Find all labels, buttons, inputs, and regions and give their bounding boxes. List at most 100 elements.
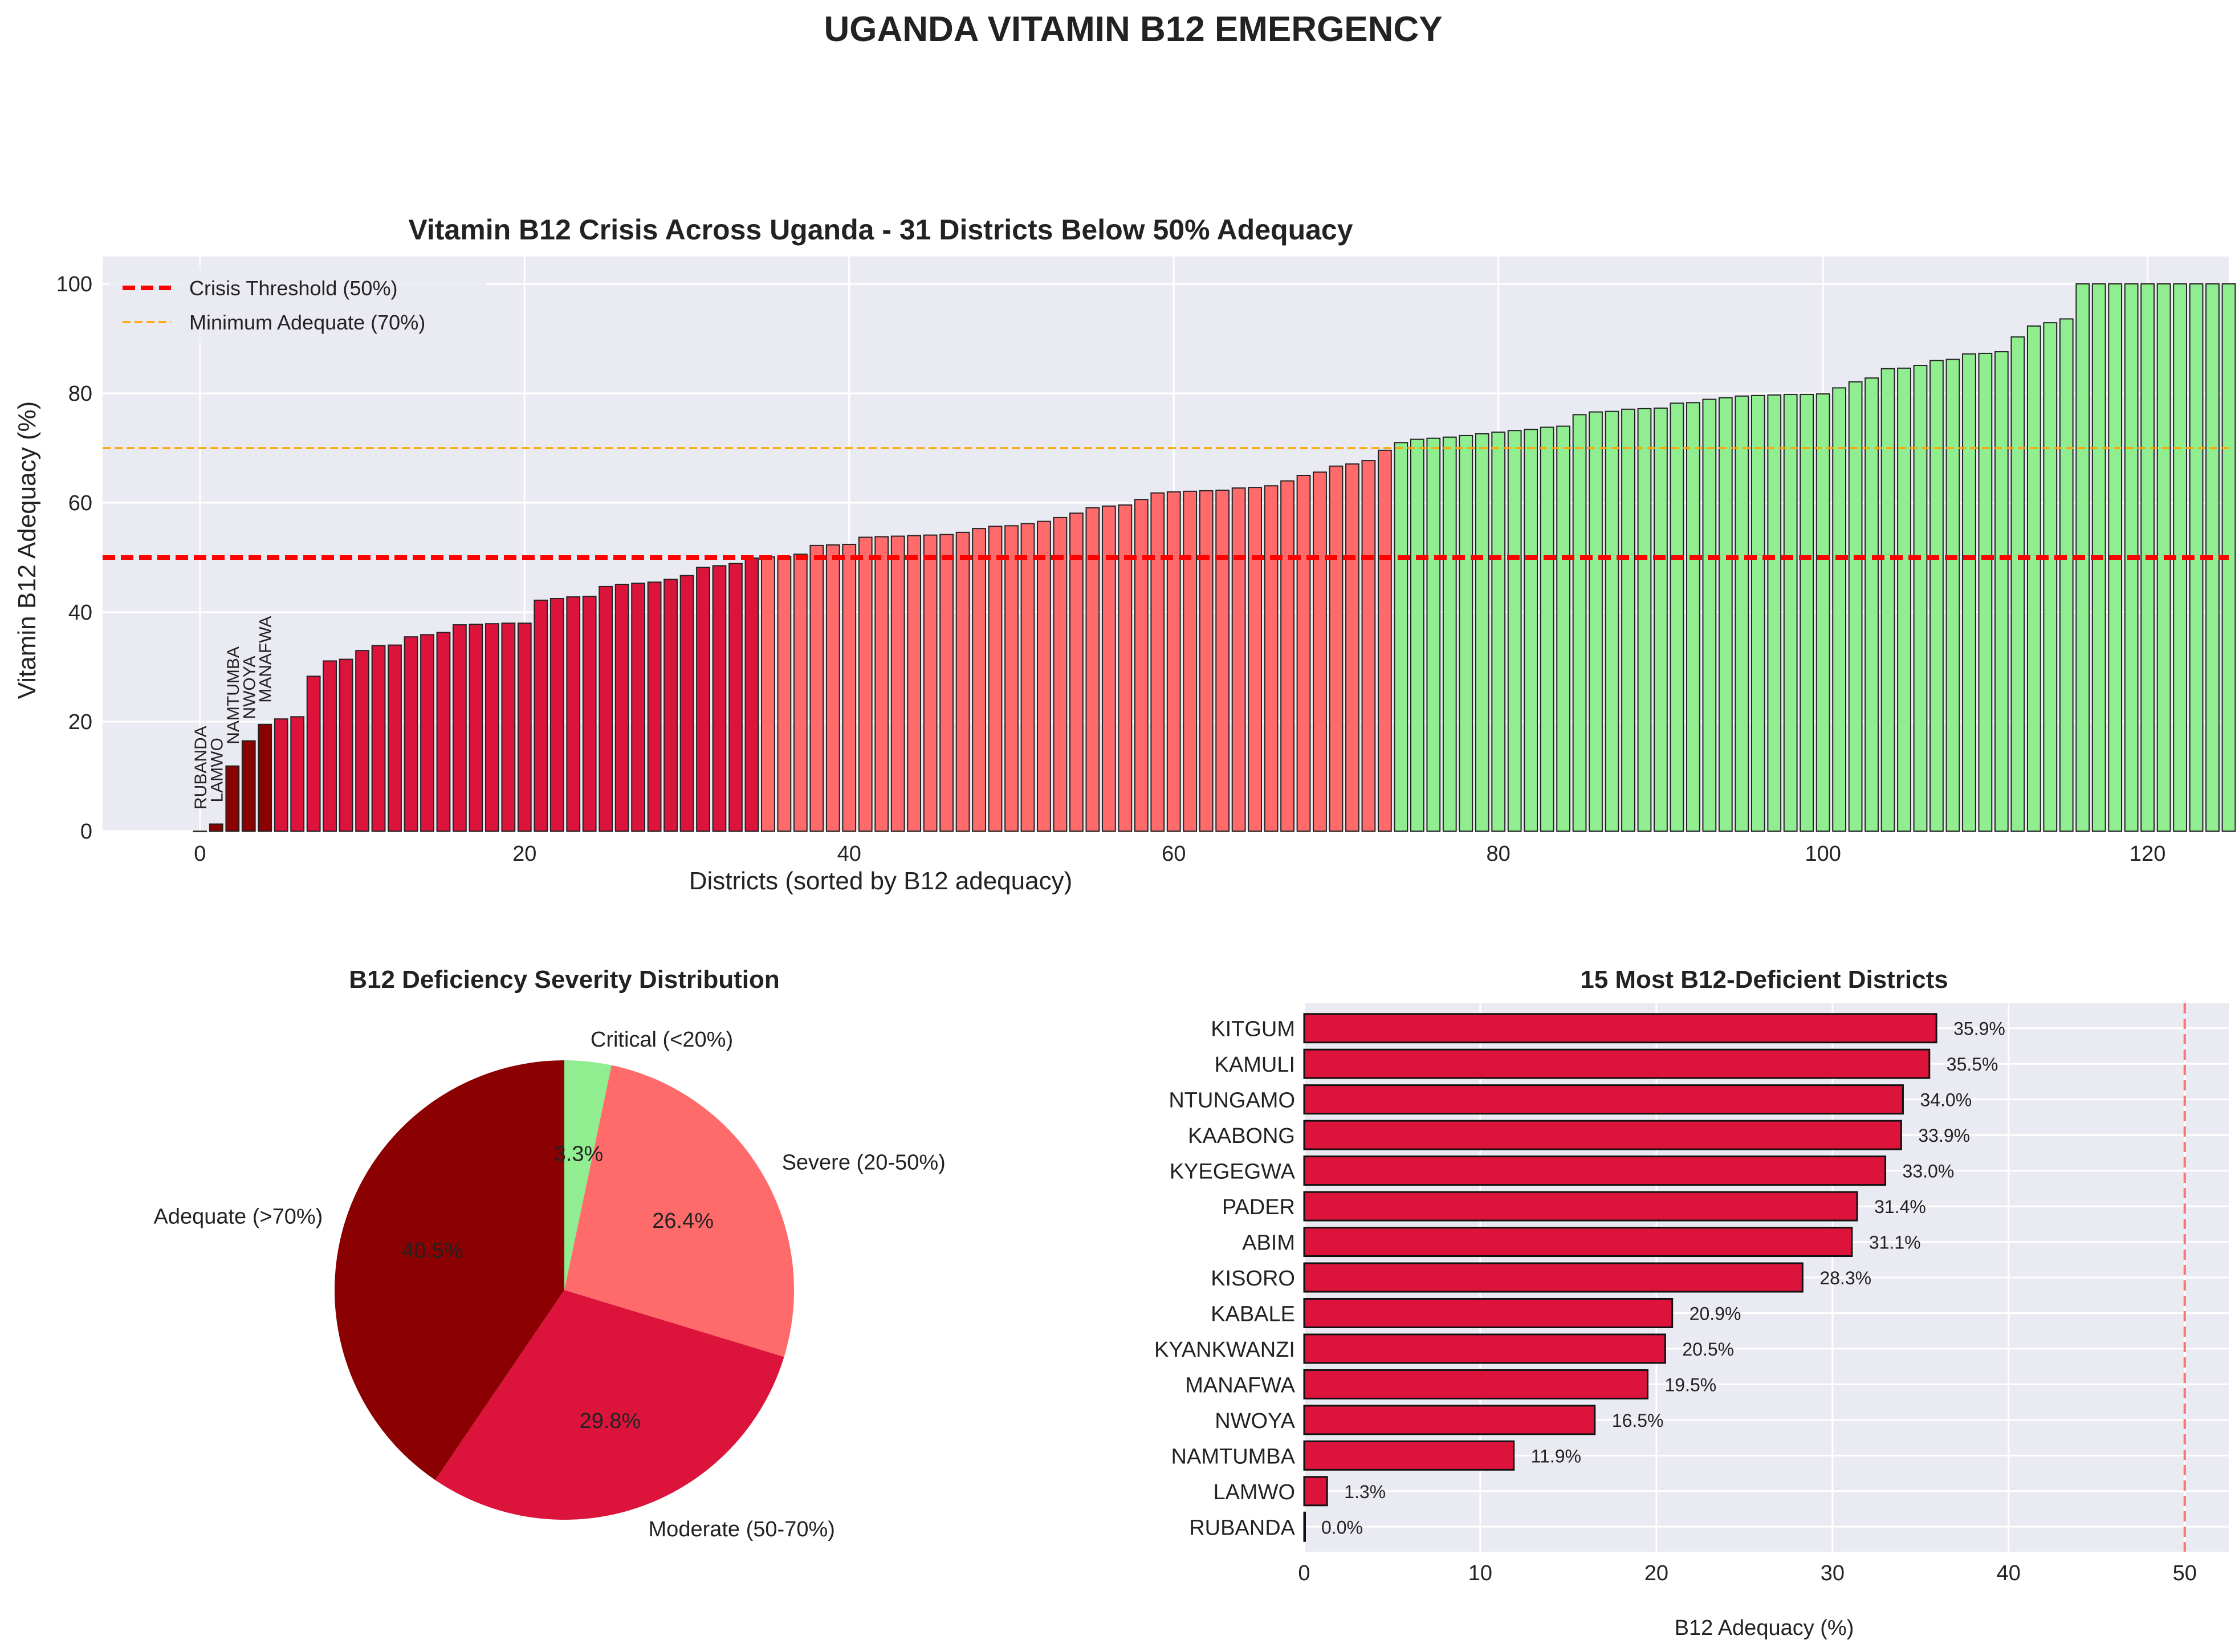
x-tick-label: 50 (2173, 1561, 2197, 1585)
bar (1101, 505, 1116, 832)
bar (1897, 367, 1911, 832)
x-tick-label: 10 (1468, 1561, 1492, 1585)
pie-slice-label: Moderate (50-70%) (649, 1517, 835, 1541)
hbar-value-label: 16.5% (1612, 1410, 1664, 1431)
hbar-category-label: NAMTUMBA (1171, 1445, 1296, 1468)
main-chart-y-tick-labels: 0 20 40 60 80 100 (56, 272, 92, 844)
bar (1231, 487, 1246, 832)
top15-chart-title: 15 Most B12-Deficient Districts (1580, 966, 1948, 994)
bar (1945, 359, 1960, 832)
bar-annotation: NAMTUMBA (224, 646, 243, 744)
hbar-category-label: KAMULI (1215, 1053, 1295, 1077)
bar (2043, 322, 2058, 832)
hbar (1303, 1405, 1596, 1435)
bar (339, 658, 353, 832)
bar (1378, 449, 1392, 832)
bar (469, 624, 483, 832)
bar (1248, 487, 1262, 832)
pie-percent-label: 40.5% (402, 1239, 463, 1263)
hbar (1303, 1369, 1648, 1399)
main-chart-bars (193, 283, 2236, 832)
bar (1670, 402, 1684, 832)
bar (1865, 377, 1879, 832)
bar (1459, 434, 1473, 832)
bar (1686, 402, 1700, 832)
bar (371, 645, 386, 832)
bar (1183, 490, 1198, 832)
bar (825, 544, 840, 832)
bar (1913, 365, 1928, 832)
x-tick-label: 40 (837, 842, 861, 866)
hbar-category-label: KISORO (1211, 1267, 1295, 1291)
bar (777, 556, 792, 832)
bar (485, 623, 499, 832)
bar (549, 598, 564, 832)
bar (193, 831, 207, 832)
hbar-value-label: 20.9% (1690, 1303, 1741, 1324)
x-tick-label: 0 (194, 842, 206, 866)
hbar-value-label: 33.9% (1918, 1125, 1970, 1146)
hbar (1303, 1511, 1306, 1542)
hbar (1303, 1048, 1931, 1079)
bar (1783, 393, 1798, 832)
bar (1410, 438, 1424, 832)
y-tick-label: 100 (56, 272, 92, 296)
bar (1556, 425, 1570, 832)
main-chart-legend: Crisis Threshold (50%) Minimum Adequate … (109, 266, 486, 343)
bar (793, 554, 808, 832)
hbar-category-label: RUBANDA (1189, 1516, 1295, 1540)
bar (744, 557, 759, 832)
bar (890, 535, 905, 832)
hbar-value-label: 20.5% (1682, 1339, 1734, 1360)
bar (972, 528, 986, 832)
bar (1264, 485, 1279, 832)
bar (501, 622, 516, 832)
bar (1637, 408, 1652, 832)
bar (1475, 433, 1489, 832)
pie-slice (564, 1060, 612, 1290)
top15-category-labels: KITGUM KAMULI NTUNGAMO KAABONG KYEGEGWA PADER… (1154, 1018, 1296, 1540)
bar (923, 534, 938, 832)
bar (517, 622, 532, 832)
pie-slice (435, 1290, 784, 1520)
hbar (1303, 1333, 1666, 1364)
bar (1280, 480, 1294, 832)
top15-x-axis-label: B12 Adequacy (%) (1675, 1616, 1854, 1640)
bar (2010, 336, 2025, 832)
bar (1361, 460, 1376, 832)
x-tick-label: 20 (1644, 1561, 1668, 1585)
bar (1118, 504, 1133, 832)
hbar-value-label: 19.5% (1664, 1374, 1716, 1395)
pie-percent-label: 3.3% (554, 1142, 604, 1166)
main-chart-x-tick-labels: 0 20 40 60 80 100 120 (194, 842, 2165, 866)
hbar (1303, 1476, 1328, 1507)
bar (1199, 490, 1214, 832)
bar (874, 536, 889, 832)
bar-annotation: MANAFWA (257, 616, 275, 703)
bar (1134, 499, 1149, 832)
bar-annotation: LAMWO (207, 738, 226, 802)
hbar-value-label: 31.1% (1869, 1232, 1921, 1253)
bar (809, 544, 824, 832)
bar (614, 584, 629, 832)
bar (1702, 398, 1717, 832)
hbar (1303, 1084, 1904, 1115)
bar (1020, 523, 1035, 832)
bar (1929, 360, 1944, 832)
hbar (1303, 1120, 1902, 1150)
bar (1507, 430, 1522, 832)
bar (388, 644, 402, 832)
bar (1654, 407, 1668, 832)
bar (663, 579, 678, 832)
y-tick-label: 0 (80, 820, 92, 844)
hbar-value-label: 35.9% (1953, 1019, 2005, 1039)
hbar (1303, 1227, 1853, 1258)
pie-slice-label: Adequate (>70%) (153, 1205, 323, 1229)
bar (728, 563, 743, 832)
bar (436, 632, 451, 832)
pie-percent-label: 26.4% (652, 1209, 714, 1233)
bar-annotation: RUBANDA (192, 726, 210, 809)
hbar-category-label: KYANKWANZI (1154, 1338, 1295, 1362)
bar (1751, 394, 1765, 832)
